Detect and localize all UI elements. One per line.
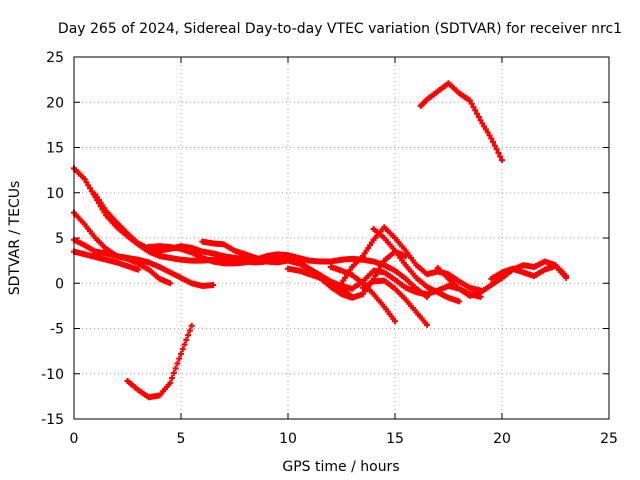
series-arc-m xyxy=(434,258,570,299)
data-point xyxy=(482,126,489,133)
data-point xyxy=(176,355,183,362)
data-point xyxy=(488,135,495,142)
data-point xyxy=(183,336,190,343)
data-point xyxy=(169,374,176,381)
data-point xyxy=(379,260,386,267)
data-point xyxy=(424,321,431,328)
data-point xyxy=(497,153,504,160)
data-point xyxy=(477,117,484,124)
series-arc-d xyxy=(71,248,142,273)
series-arc-j xyxy=(359,277,431,328)
data-point xyxy=(472,107,479,114)
y-tick-label: -15 xyxy=(41,412,64,428)
data-point xyxy=(491,142,498,149)
data-point xyxy=(172,365,179,372)
x-tick-label: 15 xyxy=(386,431,404,447)
y-tick-label: -10 xyxy=(41,367,64,383)
data-point xyxy=(178,350,184,357)
data-point xyxy=(392,318,398,325)
data-point xyxy=(88,188,95,195)
data-point xyxy=(563,274,570,281)
data-point xyxy=(210,282,217,289)
series-arc-i xyxy=(338,224,484,294)
data-point xyxy=(474,110,481,117)
x-tick-label: 5 xyxy=(177,431,186,447)
data-point xyxy=(377,263,384,270)
data-points xyxy=(71,80,570,401)
x-tick-label: 25 xyxy=(600,431,618,447)
data-point xyxy=(83,179,90,186)
data-point xyxy=(179,346,186,353)
y-tick-label: -5 xyxy=(50,322,64,338)
series-arc-o xyxy=(124,322,195,401)
data-point xyxy=(475,114,482,121)
data-point xyxy=(495,149,502,156)
y-tick-label: 20 xyxy=(46,95,64,111)
data-point xyxy=(167,379,174,386)
data-point xyxy=(468,100,475,107)
series-arc-k xyxy=(327,263,398,325)
axis-ticks: 0 5 10 15 20 25 -15 -10 -5 0 5 10 15 20 25 xyxy=(41,50,618,447)
data-point xyxy=(470,104,477,111)
data-point xyxy=(135,266,142,273)
y-axis-label: SDTVAR / TECUs xyxy=(7,181,23,296)
plot-frame xyxy=(73,56,610,420)
data-point xyxy=(181,341,188,348)
series-arc-p xyxy=(417,80,505,164)
y-tick-label: 5 xyxy=(55,231,64,247)
data-point xyxy=(185,332,192,339)
series-arc-f xyxy=(145,243,431,300)
series-arc-n xyxy=(488,263,570,282)
x-tick-label: 0 xyxy=(70,431,79,447)
x-tick-label: 20 xyxy=(493,431,511,447)
y-tick-label: 10 xyxy=(46,186,64,202)
data-point xyxy=(486,132,493,139)
data-point xyxy=(170,370,177,377)
data-point xyxy=(484,129,491,136)
data-point xyxy=(186,327,193,334)
series-arc-c xyxy=(71,236,174,287)
x-axis-label: GPS time / hours xyxy=(282,459,399,475)
data-point xyxy=(499,157,505,164)
data-point xyxy=(85,182,92,189)
series-arc-l xyxy=(370,225,463,305)
grid-lines xyxy=(74,57,609,419)
data-point xyxy=(493,146,500,153)
data-point xyxy=(167,280,174,287)
data-point xyxy=(481,123,488,130)
y-tick-label: 0 xyxy=(55,276,64,292)
data-point xyxy=(479,120,486,127)
y-tick-label: 15 xyxy=(46,141,64,157)
data-point xyxy=(490,139,497,146)
data-point xyxy=(466,97,473,104)
chart-title: Day 265 of 2024, Sidereal Day-to-day VTE… xyxy=(58,21,622,37)
y-tick-label: 25 xyxy=(46,50,64,66)
data-point xyxy=(456,298,463,305)
data-point xyxy=(174,360,181,367)
data-point xyxy=(188,322,195,329)
data-point xyxy=(87,185,94,192)
x-tick-label: 10 xyxy=(279,431,297,447)
data-point xyxy=(81,176,88,183)
